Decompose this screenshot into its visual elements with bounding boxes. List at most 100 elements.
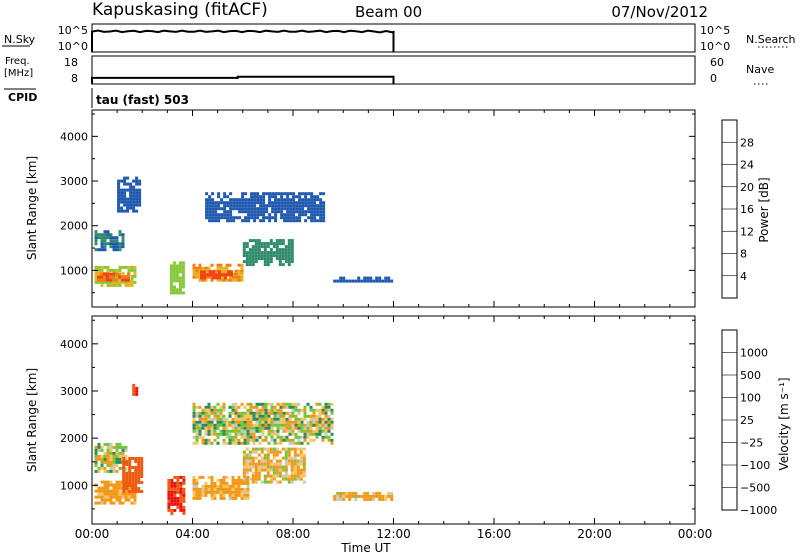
heatmap-cell — [254, 468, 258, 472]
heatmap-cell — [231, 484, 235, 488]
heatmap-cell — [261, 402, 265, 406]
heatmap-cell — [273, 405, 277, 409]
heatmap-cell — [301, 204, 305, 208]
heatmap-cell — [304, 192, 308, 196]
heatmap-cell — [291, 438, 295, 442]
heatmap-cell — [103, 236, 107, 240]
heatmap-cell — [249, 405, 253, 409]
heatmap-cell — [133, 501, 137, 505]
heatmap-cell — [138, 200, 142, 204]
heatmap-cell — [312, 438, 316, 442]
heatmap-cell — [327, 402, 331, 406]
heatmap-cell — [103, 498, 107, 502]
heatmap-cell — [255, 429, 259, 433]
heatmap-cell — [231, 411, 235, 415]
heatmap-cell — [181, 285, 185, 289]
heatmap-cell — [330, 432, 334, 436]
heatmap-cell — [253, 204, 257, 208]
heatmap-cell — [122, 472, 126, 475]
heatmap-cell — [115, 463, 119, 467]
heatmap-cell — [208, 201, 212, 205]
heatmap-cell — [309, 414, 313, 418]
heatmap-cell — [307, 201, 311, 205]
heatmap-cell — [132, 188, 136, 192]
heatmap-cell — [213, 432, 217, 436]
heatmap-cell — [170, 484, 174, 488]
heatmap-cell — [318, 429, 322, 433]
heatmap-cell — [167, 481, 171, 485]
heatmap-cell — [179, 490, 183, 494]
heatmap-cell — [240, 269, 244, 273]
heatmap-cell — [210, 426, 214, 430]
heatmap-cell — [179, 484, 183, 488]
heatmap-cell — [170, 496, 174, 500]
y-tick-label: 1000 — [60, 264, 88, 277]
heatmap-cell — [269, 477, 273, 481]
heatmap-cell — [284, 459, 288, 463]
heatmap-cell — [208, 195, 212, 199]
heatmap-cell — [242, 450, 246, 454]
heatmap-cell — [176, 487, 180, 491]
heatmap-cell — [354, 279, 358, 283]
heatmap-cell — [322, 210, 326, 214]
heatmap-cell — [269, 465, 273, 469]
time-tick-label: 08:00 — [276, 527, 311, 541]
heatmap-cell — [244, 210, 248, 214]
heatmap-cell — [133, 492, 137, 496]
heatmap-cell — [250, 204, 254, 208]
heatmap-cell — [94, 463, 98, 467]
heatmap-cell — [129, 194, 133, 198]
heatmap-cell — [278, 239, 282, 243]
heatmap-cell — [231, 481, 235, 485]
heatmap-cell — [204, 414, 208, 418]
heatmap-cell — [100, 463, 104, 467]
heatmap-cell — [260, 447, 264, 451]
power-colorbar-tick-label: 28 — [740, 136, 754, 149]
heatmap-cell — [222, 414, 226, 418]
heatmap-cell — [372, 497, 376, 501]
heatmap-cell — [198, 493, 202, 497]
heatmap-cell — [246, 414, 250, 418]
heatmap-cell — [106, 236, 110, 240]
heatmap-cell — [299, 453, 303, 457]
heatmap-cell — [205, 201, 209, 205]
heatmap-cell — [234, 269, 238, 273]
heatmap-cell — [216, 420, 220, 424]
heatmap-cell — [207, 423, 211, 427]
heatmap-cell — [290, 248, 294, 252]
heatmap-cell — [234, 432, 238, 436]
heatmap-cell — [94, 448, 98, 452]
heatmap-cell — [132, 185, 136, 189]
heatmap-cell — [237, 493, 241, 497]
heatmap-cell — [286, 204, 290, 208]
heatmap-cell — [181, 273, 185, 277]
heatmap-cell — [208, 219, 212, 223]
heatmap-cell — [387, 279, 391, 283]
heatmap-cell — [231, 408, 235, 412]
heatmap-cell — [115, 236, 119, 240]
heatmap-cell — [290, 254, 294, 258]
heatmap-cell — [179, 475, 183, 479]
heatmap-cell — [237, 278, 241, 282]
heatmap-cell — [222, 278, 226, 282]
heatmap-cell — [94, 236, 98, 240]
freq-label-top: Freq. — [5, 56, 30, 67]
heatmap-cell — [123, 182, 127, 186]
heatmap-cell — [345, 491, 349, 495]
heatmap-cell — [280, 213, 284, 217]
heatmap-cell — [100, 236, 104, 240]
heatmap-cell — [106, 460, 110, 464]
heatmap-cell — [278, 474, 282, 478]
heatmap-cell — [115, 442, 119, 446]
heatmap-cell — [240, 414, 244, 418]
heatmap-cell — [103, 233, 107, 237]
heatmap-cell — [260, 254, 264, 258]
heatmap-cell — [288, 402, 292, 406]
velocity-heatmap — [94, 383, 394, 515]
heatmap-cell — [124, 469, 128, 473]
heatmap-cell — [276, 414, 280, 418]
heatmap-cell — [255, 414, 259, 418]
heatmap-cell — [351, 494, 355, 498]
heatmap-cell — [103, 272, 106, 276]
heatmap-cell — [257, 474, 261, 478]
